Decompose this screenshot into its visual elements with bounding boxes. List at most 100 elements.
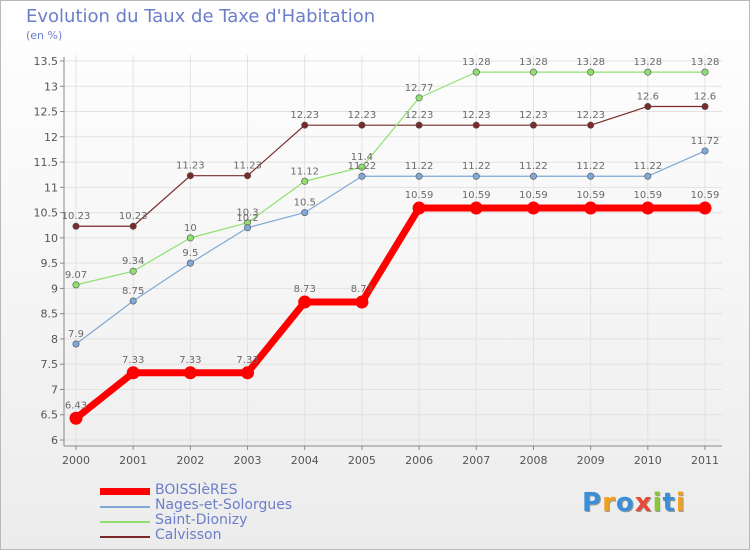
data-label: 10.59 <box>519 190 548 201</box>
y-tick-label: 10.5 <box>34 207 59 220</box>
data-label: 8.73 <box>351 284 373 295</box>
data-point <box>698 201 712 215</box>
data-label: 12.23 <box>462 110 491 121</box>
x-tick-label: 2002 <box>176 454 204 467</box>
data-label: 9.34 <box>122 256 144 267</box>
data-label: 10.23 <box>119 211 148 222</box>
data-point <box>72 340 80 348</box>
logo-letter: i <box>675 488 686 518</box>
data-point <box>126 366 140 380</box>
data-point <box>415 121 423 129</box>
data-point <box>526 201 540 215</box>
legend-swatch <box>100 521 150 523</box>
data-label: 7.9 <box>68 329 84 340</box>
data-label: 10.2 <box>236 213 258 224</box>
legend-swatch <box>100 488 150 495</box>
data-point <box>644 172 652 180</box>
y-tick-label: 9.5 <box>41 257 59 270</box>
y-tick-label: 12.5 <box>34 106 59 119</box>
data-label: 11.22 <box>576 161 605 172</box>
x-tick-label: 2007 <box>462 454 490 467</box>
data-label: 10.59 <box>576 190 605 201</box>
data-label: 11.23 <box>233 161 262 172</box>
x-tick-label: 2000 <box>62 454 90 467</box>
data-point <box>129 222 137 230</box>
y-tick-label: 7.5 <box>41 358 59 371</box>
data-label: 13.28 <box>519 57 548 68</box>
x-tick-label: 2003 <box>234 454 262 467</box>
legend-label: Calvisson <box>155 527 222 543</box>
series-line <box>75 71 705 286</box>
data-point <box>529 68 537 76</box>
data-point <box>412 201 426 215</box>
data-point <box>129 267 137 275</box>
data-label: 12.6 <box>694 91 716 102</box>
data-label: 12.23 <box>519 110 548 121</box>
data-label: 10.59 <box>633 190 662 201</box>
data-point <box>355 295 369 309</box>
y-tick-label: 13 <box>44 80 58 93</box>
data-point <box>186 259 194 267</box>
y-tick-label: 8 <box>51 333 58 346</box>
data-point <box>587 68 595 76</box>
data-point <box>472 68 480 76</box>
series-line <box>75 150 706 345</box>
y-tick-label: 12 <box>44 131 58 144</box>
data-point <box>244 172 252 180</box>
data-point <box>186 172 194 180</box>
x-tick-label: 2011 <box>691 454 719 467</box>
data-label: 13.28 <box>462 57 491 68</box>
data-label: 8.75 <box>122 286 144 297</box>
data-label: 13.28 <box>633 57 662 68</box>
y-tick-label: 11 <box>44 181 58 194</box>
data-point <box>529 121 537 129</box>
series-calvisson: 10.23 10.23 11.23 11.23 12.23 12.23 12.23 12.23… <box>62 91 716 230</box>
data-point <box>186 234 194 242</box>
data-label: 7.33 <box>122 355 144 366</box>
data-label: 6.43 <box>65 400 87 411</box>
data-point <box>358 172 366 180</box>
data-point <box>358 121 366 129</box>
data-label: 10.3 <box>236 208 258 219</box>
data-label: 11.23 <box>176 161 205 172</box>
series-line <box>76 105 705 227</box>
chart-legend: BOISSIèRES Nages-et-Solorgues Saint-Dioniz… <box>100 482 360 544</box>
data-label: 11.22 <box>348 161 377 172</box>
legend-item: Calvisson <box>100 527 360 544</box>
series-nages-et-solorgues: 7.98.759.510.210.511.22 11.22 11.22 11.22 11… <box>68 136 719 348</box>
data-label: 12.23 <box>290 110 319 121</box>
data-point <box>301 209 309 217</box>
series-boissi-res: 6.43 7.33 7.33 7.33 8.73 8.73 10.59 10.59 10.59 1… <box>65 190 719 425</box>
data-point <box>72 222 80 230</box>
data-point <box>644 68 652 76</box>
grid-lines <box>64 55 722 446</box>
data-label: 11.22 <box>405 161 434 172</box>
y-tick-label: 10 <box>44 232 58 245</box>
data-label: 10 <box>184 223 197 234</box>
data-label: 12.23 <box>405 110 434 121</box>
data-label: 13.28 <box>576 57 605 68</box>
legend-label: Saint-Dionizy <box>155 512 248 528</box>
legend-item: Saint-Dionizy <box>100 512 360 529</box>
data-label: 12.77 <box>405 83 434 94</box>
data-point <box>244 224 252 232</box>
data-point <box>701 68 709 76</box>
data-label: 11.4 <box>351 152 373 163</box>
data-point <box>301 177 309 185</box>
data-label: 10.59 <box>462 190 491 201</box>
data-point <box>415 94 423 102</box>
legend-swatch <box>100 536 150 538</box>
chart-unit-label: (en %) <box>26 29 63 42</box>
data-point <box>69 411 83 425</box>
axes: 6 6.5 7 7.5 8 8.5 9 9.5 10 10.5 11 11.5 12 12.5 13 13.5… <box>34 55 722 467</box>
data-label: 8.73 <box>294 284 316 295</box>
x-tick-label: 2009 <box>577 454 605 467</box>
data-label: 7.33 <box>179 355 201 366</box>
data-point <box>72 281 80 289</box>
proxiti-logo: Proxiti <box>582 488 686 518</box>
logo-letter: x <box>634 488 653 518</box>
data-label: 10.59 <box>405 190 434 201</box>
data-point <box>301 121 309 129</box>
legend-label: BOISSIèRES <box>155 482 238 498</box>
